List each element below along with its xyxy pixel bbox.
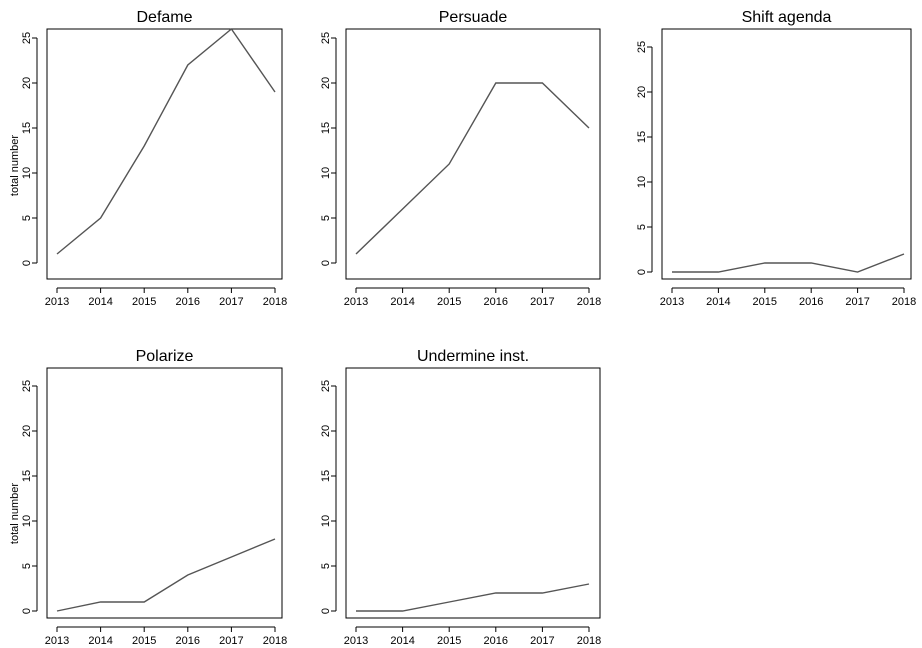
x-tick-label: 2018: [577, 635, 601, 647]
x-tick-label: 2015: [753, 296, 777, 308]
panel-title: Polarize: [136, 348, 194, 365]
y-tick-label: 25: [320, 380, 332, 392]
panel-frame: [345, 28, 601, 280]
panel-title: Undermine inst.: [417, 348, 529, 365]
y-tick-label: 10: [21, 515, 33, 527]
x-tick-label: 2017: [219, 296, 243, 308]
y-tick-label: 0: [21, 260, 33, 266]
x-tick-label: 2017: [530, 296, 554, 308]
y-tick-label: 0: [636, 269, 648, 275]
x-tick-label: 2017: [219, 635, 243, 647]
x-tick-label: 2013: [45, 296, 69, 308]
y-tick-label: 0: [21, 608, 33, 614]
x-tick-label: 2014: [706, 296, 730, 308]
panel-title: Shift agenda: [742, 9, 832, 26]
y-tick-label: 20: [636, 86, 648, 98]
x-tick-label: 2017: [845, 296, 869, 308]
x-tick-label: 2015: [437, 635, 461, 647]
x-tick-label: 2018: [892, 296, 916, 308]
y-tick-label: 0: [320, 608, 332, 614]
y-tick-label: 10: [320, 167, 332, 179]
x-tick-label: 2015: [437, 296, 461, 308]
y-tick-label: 15: [636, 131, 648, 143]
x-tick-label: 2016: [176, 296, 200, 308]
x-tick-label: 2018: [263, 635, 287, 647]
panel-5: Undermine inst.2013 2014 2015 2016 2017 20180…: [320, 348, 601, 647]
panel-2: Persuade 2013 2014 2015 2016 2017 2018 0 5 10 15 20…: [320, 9, 601, 308]
y-tick-label: 15: [320, 470, 332, 482]
y-tick-label: 10: [21, 167, 33, 179]
series-line: [356, 583, 590, 612]
x-tick-label: 2013: [344, 635, 368, 647]
y-axis-label: total number: [9, 135, 21, 196]
x-tick-label: 2018: [263, 296, 287, 308]
x-tick-label: 2014: [88, 296, 112, 308]
x-tick-label: 2016: [799, 296, 823, 308]
x-tick-label: 2014: [390, 296, 414, 308]
y-tick-label: 20: [320, 425, 332, 437]
y-tick-label: 20: [21, 425, 33, 437]
x-tick-label: 2013: [45, 635, 69, 647]
x-tick-label: 2016: [176, 635, 200, 647]
x-tick-label: 2018: [577, 296, 601, 308]
panel-1: Defame 2013 2014 2015 2016 2017 2018 0 5 10 15 20 25…: [9, 9, 287, 308]
series-line: [56, 27, 276, 255]
panel-title: Defame: [136, 9, 192, 26]
y-tick-label: 10: [320, 515, 332, 527]
x-tick-label: 2017: [530, 635, 554, 647]
panel-frame: [46, 28, 283, 280]
series-line: [672, 253, 905, 273]
y-tick-label: 25: [21, 380, 33, 392]
x-tick-label: 2014: [390, 635, 414, 647]
y-tick-label: 0: [320, 260, 332, 266]
x-tick-label: 2015: [132, 635, 156, 647]
y-tick-label: 15: [320, 122, 332, 134]
y-tick-label: 15: [21, 470, 33, 482]
x-tick-label: 2013: [344, 296, 368, 308]
series-line: [56, 538, 276, 612]
x-tick-label: 2015: [132, 296, 156, 308]
panel-frame: [661, 28, 912, 280]
y-tick-label: 15: [21, 122, 33, 134]
y-axis-label: total number: [9, 483, 21, 544]
x-tick-label: 2016: [484, 635, 508, 647]
x-tick-label: 2014: [88, 635, 112, 647]
panel-frame: [46, 367, 283, 619]
panel-frame: [345, 367, 601, 619]
x-tick-label: 2016: [484, 296, 508, 308]
series-line: [355, 82, 590, 255]
y-tick-label: 5: [21, 215, 33, 221]
y-tick-label: 20: [21, 77, 33, 89]
y-tick-label: 25: [320, 32, 332, 44]
y-tick-label: 5: [320, 563, 332, 569]
panel-title: Persuade: [439, 9, 508, 26]
y-tick-label: 5: [320, 215, 332, 221]
y-tick-label: 5: [21, 563, 33, 569]
x-tick-label: 2013: [660, 296, 684, 308]
y-tick-label: 20: [320, 77, 332, 89]
y-tick-label: 25: [636, 41, 648, 53]
y-tick-label: 5: [636, 224, 648, 230]
y-tick-label: 10: [636, 176, 648, 188]
y-tick-label: 25: [21, 32, 33, 44]
panel-4: Polarize 2013 2014 2015 2016 2017 2018 0 5 10 15 20…: [9, 348, 287, 647]
